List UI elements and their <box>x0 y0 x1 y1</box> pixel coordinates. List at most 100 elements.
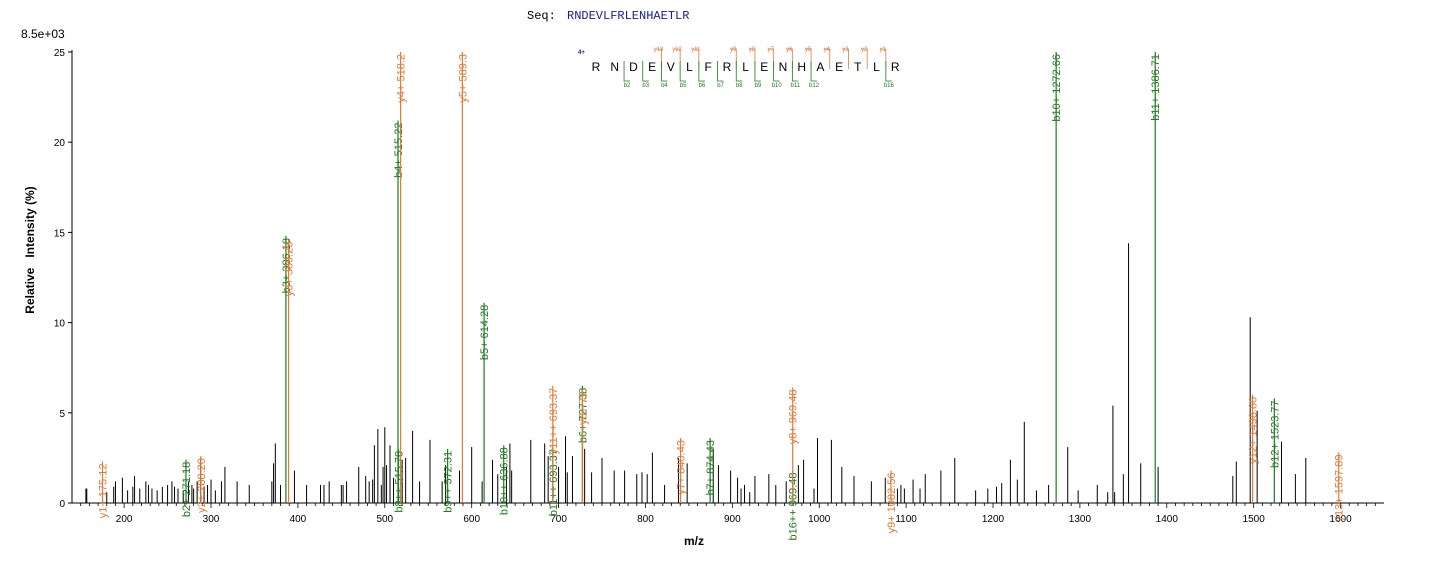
y-fragment-label: y2 <box>861 47 868 53</box>
x-tick-label: 200 <box>116 514 133 525</box>
sequence-residue: R <box>592 60 601 74</box>
sequence-residue: A <box>816 60 824 74</box>
sequence-residue: E <box>835 60 843 74</box>
b-fragment-marker <box>791 61 799 82</box>
sequence-caption-value: RNDEVLFRLENHAETLR <box>567 9 690 23</box>
b-fragment-label: b10 <box>772 83 783 89</box>
b-fragment-marker <box>623 61 631 82</box>
y-ion-peak-label: y4+ 518.2 <box>396 54 408 103</box>
b-fragment-label: b2 <box>624 83 631 89</box>
b-ion-peak-label: b11+ 1386.71 <box>1150 54 1162 121</box>
x-tick-label: 1100 <box>895 514 917 525</box>
b-fragment-label: b7 <box>717 83 724 89</box>
x-tick-label: 1400 <box>1156 514 1179 525</box>
sequence-residue: T <box>854 60 862 74</box>
sequence-residue: H <box>797 60 806 74</box>
sequence-residue: R <box>891 60 900 74</box>
y-ion-peak-label: y5+ 589.3 <box>457 54 469 103</box>
b-ion-peak-label: b5+ 614.28 <box>479 305 491 360</box>
sequence-residue: R <box>723 60 732 74</box>
sequence-caption-label: Seq: <box>527 9 556 23</box>
y-fragment-label: y4 <box>824 47 831 53</box>
intensity-scale-label: 8.5e+03 <box>21 27 65 41</box>
y-fragment-marker <box>842 48 849 69</box>
b-ion-peak-label: b3+ 386.18 <box>281 238 293 293</box>
b-fragment-marker <box>717 61 724 82</box>
b-ion-peak-label: b2+ 271.18 <box>181 462 193 517</box>
b-ion-peak-label: b7+ 874.43 <box>705 440 717 495</box>
y-fragment-label: y12 <box>672 47 682 53</box>
b-fragment-marker <box>773 61 780 82</box>
b-fragment-label: b12 <box>809 83 820 89</box>
b-ion-peak-label: b16++ 969.48 <box>788 473 800 541</box>
x-tick-label: 300 <box>203 514 220 525</box>
x-tick-label: 1300 <box>1069 514 1092 525</box>
y-fragment-label: y3 <box>842 47 849 53</box>
sequence-residue: E <box>648 60 656 74</box>
y-tick-label: 10 <box>54 319 66 330</box>
y-fragment-label: y1 <box>880 47 887 53</box>
x-tick-label: 1600 <box>1329 514 1352 525</box>
sequence-residue: N <box>610 60 619 74</box>
b-ion-peak-label: b6+ 727.38 <box>577 388 589 443</box>
sequence-residue: L <box>686 60 693 74</box>
y-ion-peak-label: y8+ 969.48 <box>788 390 800 445</box>
x-tick-label: 1200 <box>982 514 1005 525</box>
y-fragment-label: y5 <box>805 47 812 53</box>
x-axis-title: m/z <box>684 534 705 548</box>
x-tick-label: 900 <box>724 514 741 525</box>
b-fragment-marker <box>698 61 705 82</box>
charge-state-label: 4+ <box>578 50 585 56</box>
sequence-residue: L <box>873 60 880 74</box>
y-ion-peak-label: y11++ 693.37 <box>548 388 560 454</box>
sequence-residue: D <box>629 60 638 74</box>
x-tick-label: 500 <box>376 514 393 525</box>
sequence-residue: N <box>779 60 788 74</box>
b-fragment-label: b4 <box>661 83 668 89</box>
b-fragment-marker <box>661 61 668 82</box>
sequence-residue: E <box>760 60 768 74</box>
b-fragment-marker <box>642 61 649 82</box>
y-fragment-label: y8 <box>749 47 756 53</box>
x-tick-label: 800 <box>637 514 654 525</box>
x-tick-label: 1500 <box>1243 514 1266 525</box>
b-fragment-marker <box>735 61 743 82</box>
y-ion-peak-label: y3+ 389.25 <box>284 242 296 297</box>
b-ion-peak-label: b11++ 693.37 <box>548 449 560 516</box>
y-fragment-label: y9 <box>730 47 737 53</box>
sequence-residue: V <box>667 60 675 74</box>
x-tick-label: 1000 <box>808 514 831 525</box>
b-fragment-label: b9 <box>755 83 762 89</box>
x-tick-label: 400 <box>290 514 307 525</box>
b-fragment-label: b5 <box>680 83 687 89</box>
b-fragment-label: b8 <box>736 83 743 89</box>
b-fragment-label: b3 <box>642 83 649 89</box>
y-tick-label: 15 <box>54 228 66 239</box>
x-tick-label: 600 <box>463 514 480 525</box>
x-tick-label: 700 <box>550 514 567 525</box>
y-tick-label: 0 <box>59 499 65 510</box>
b-fragment-label: b16 <box>884 83 895 89</box>
b-ion-peak-label: b10+ 1272.66 <box>1051 54 1063 122</box>
y-fragment-label: y7 <box>767 47 774 53</box>
b-fragment-marker <box>885 61 892 82</box>
y-ion-peak-label: y12+ 1498.80 <box>1248 397 1260 464</box>
y-fragment-label: y11 <box>691 47 701 53</box>
y-tick-label: 25 <box>54 48 66 59</box>
y-ion-peak-label: y1+ 175.12 <box>98 464 110 519</box>
y-fragment-marker <box>861 48 868 69</box>
y-ion-peak-label: y6+ 72 <box>578 391 590 424</box>
b-ion-peak-label: b9++ 572.31 <box>443 451 455 513</box>
b-fragment-marker <box>810 61 818 82</box>
y-ion-peak-label: y2+ 288.20 <box>196 458 208 513</box>
b-ion-peak-label: b10++ 636.88 <box>499 447 511 515</box>
y-ion-peak-label: y13+ 1597.89 <box>1334 454 1346 521</box>
sequence-residue: F <box>705 60 712 74</box>
b-fragment-label: b6 <box>699 83 706 89</box>
y-ion-peak-label: y9+ 1082.56 <box>886 473 898 534</box>
b-fragment-marker <box>679 61 687 82</box>
y-tick-label: 20 <box>54 138 66 149</box>
b-fragment-label: b11 <box>791 83 801 89</box>
sequence-residue: L <box>742 60 749 74</box>
